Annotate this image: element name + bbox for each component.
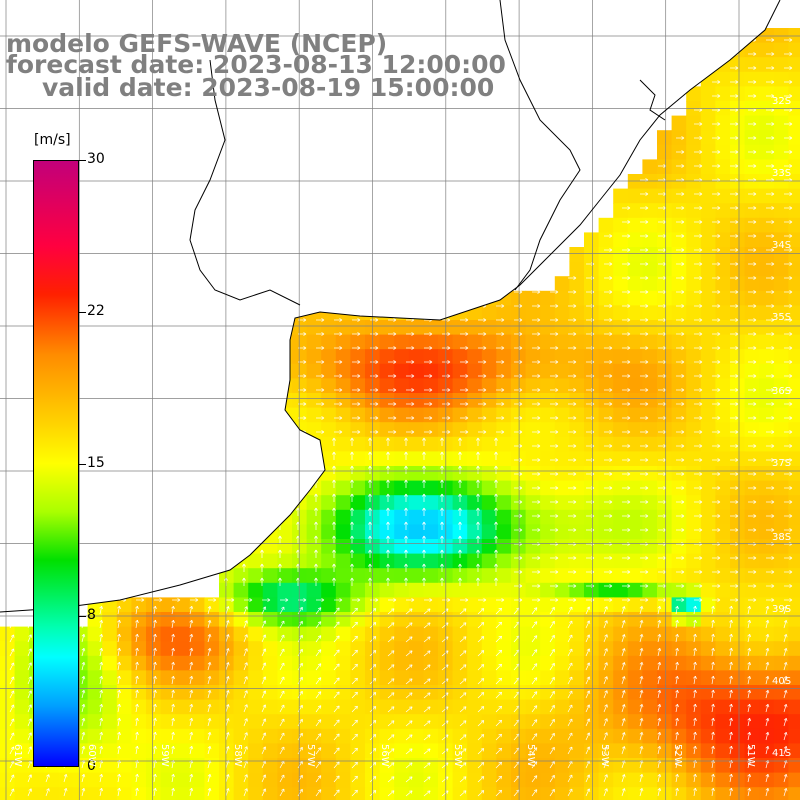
colorbar-tick [79, 616, 86, 617]
colorbar-tick [79, 160, 86, 161]
lon-label: 60W [86, 744, 97, 767]
land-mass [0, 0, 780, 612]
lat-label: 41S [772, 748, 792, 759]
colorbar-label-8: 8 [87, 607, 96, 623]
colorbar-tick [79, 312, 86, 313]
lon-label: 57W [305, 744, 316, 767]
colorbar-label-15: 15 [87, 455, 105, 471]
lon-label: 58W [232, 744, 243, 767]
lat-label: 39S [772, 604, 792, 615]
lat-label: 36S [772, 386, 792, 397]
coastline [0, 0, 781, 613]
lon-label: 56W [379, 744, 390, 767]
lat-label: 34S [772, 240, 792, 251]
lon-label: 55W [452, 744, 463, 767]
wind-speed-cells [0, 28, 800, 800]
colorbar-label-min: 0 [87, 758, 96, 774]
lon-label: 59W [159, 744, 170, 767]
forecast-date: forecast date: 2023-08-13 12:00:00 [6, 50, 506, 79]
lon-label: 51W [745, 744, 756, 767]
lat-label: 35S [772, 312, 792, 323]
colorbar [33, 160, 79, 767]
lon-label: 53W [599, 744, 610, 767]
lat-label: 40S [772, 676, 792, 687]
colorbar-unit: [m/s] [34, 132, 71, 148]
colorbar-tick [79, 464, 86, 465]
lat-label: 38S [772, 532, 792, 543]
lon-label: 61W [12, 744, 23, 767]
model-title: modelo GEFS-WAVE (NCEP) [6, 29, 388, 58]
lat-label: 33S [772, 168, 792, 179]
lon-label: 52W [672, 744, 683, 767]
colorbar-label-22: 22 [87, 303, 105, 319]
lat-label: 32S [772, 96, 792, 107]
colorbar-label-max: 30 [87, 151, 105, 167]
lon-label: 54W [525, 744, 536, 767]
valid-date: valid date: 2023-08-19 15:00:00 [42, 73, 495, 102]
lat-label: 37S [772, 458, 792, 469]
